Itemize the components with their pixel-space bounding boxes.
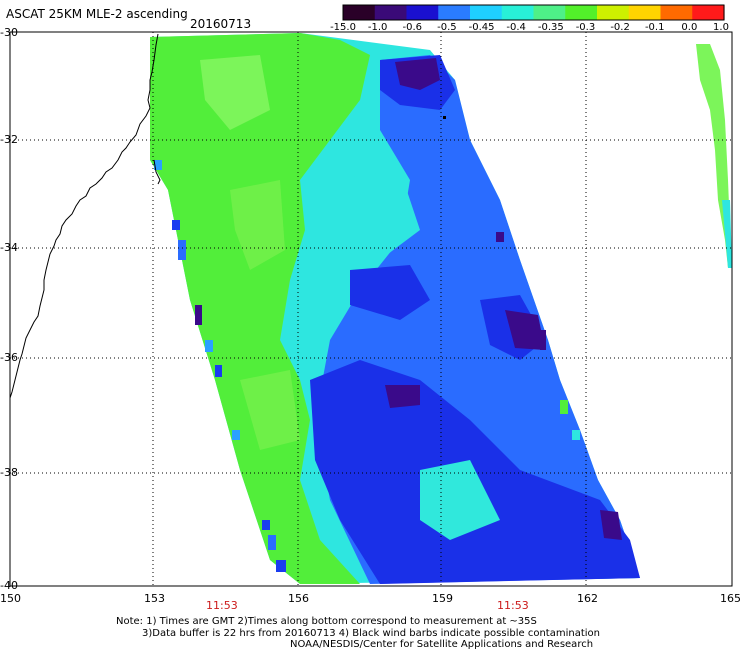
note-line-3: NOAA/NESDIS/Center for Satellite Applica… <box>290 639 594 650</box>
swath-light-green-c <box>240 370 300 450</box>
colorbar-swatch <box>660 5 693 20</box>
swath-east-edge-pixels <box>496 232 630 555</box>
swath-light-green-b <box>230 180 285 270</box>
lon-label-156: 156 <box>288 592 309 605</box>
colorbar-label: -0.6 <box>402 22 423 33</box>
swath-purple-north <box>395 58 440 90</box>
colorbar-label: -0.5 <box>437 22 457 33</box>
lat-label-36: -36 <box>0 351 18 364</box>
colorbar-swatch <box>406 5 439 20</box>
colorbar-label: -0.4 <box>506 22 526 33</box>
lat-label-32: -32 <box>0 133 18 146</box>
lat-label-30: -30 <box>0 26 18 39</box>
lon-label-162: 162 <box>577 592 598 605</box>
colorbar-swatch <box>438 5 471 20</box>
note-line-2: 3)Data buffer is 22 hrs from 20160713 4)… <box>142 628 600 639</box>
lon-label-150: 150 <box>0 592 21 605</box>
lat-label-40: -40 <box>0 579 18 592</box>
contamination-marker <box>443 116 446 119</box>
lon-grid-lines <box>152 32 587 586</box>
swath-time-east: 11:53 <box>497 599 529 612</box>
lon-label-165: 165 <box>720 592 740 605</box>
swath-purple-east <box>505 310 545 350</box>
product-title: ASCAT 25KM MLE-2 ascending <box>6 7 188 21</box>
colorbar-swatch <box>501 5 535 20</box>
swath-green-region <box>150 33 370 584</box>
colorbar-swatch <box>565 5 598 20</box>
colorbar-swatch <box>343 5 376 20</box>
plot-frame <box>9 31 733 587</box>
colorbar-label: -0.45 <box>468 22 495 33</box>
swath-cyan-patch-a <box>330 170 420 260</box>
swath-light-green-a <box>200 55 270 130</box>
colorbar-label: 0.0 <box>681 22 698 33</box>
swath-time-west: 11:53 <box>206 599 238 612</box>
coastline <box>10 33 159 399</box>
colorbar-swatch <box>692 5 725 20</box>
lon-label-159: 159 <box>432 592 453 605</box>
lon-label-153: 153 <box>144 592 165 605</box>
colorbar-label: 1.0 <box>713 22 729 33</box>
colorbar <box>342 4 725 21</box>
swath-deep-blue-mid <box>350 265 430 320</box>
coast-inlet <box>153 159 161 185</box>
colorbar-label: -0.2 <box>610 22 630 33</box>
swath-west-edge-pixels <box>154 160 286 572</box>
colorbar-swatch <box>597 5 630 20</box>
note-line-1: Note: 1) Times are GMT 2)Times along bot… <box>116 616 537 627</box>
swath-cyan-patch-b <box>420 460 500 540</box>
colorbar-swatch <box>470 5 503 20</box>
colorbar-swatch <box>374 5 408 20</box>
swath-far-east <box>696 44 732 268</box>
lat-label-34: -34 <box>0 241 18 254</box>
lat-grid-lines <box>10 139 732 474</box>
product-date: 20160713 <box>190 17 252 31</box>
swath-far-east-cyan <box>722 200 732 268</box>
colorbar-label: -15.0 <box>330 22 356 33</box>
colorbar-swatch <box>628 5 662 20</box>
lat-label-38: -38 <box>0 466 18 479</box>
colorbar-label: -0.1 <box>644 22 665 33</box>
colorbar-label: -0.3 <box>575 22 596 33</box>
colorbar-frame <box>342 4 725 21</box>
colorbar-swatch <box>533 5 566 20</box>
colorbar-label: -1.0 <box>367 22 388 33</box>
colorbar-label: -0.35 <box>537 22 564 33</box>
swath-purple-center <box>385 385 420 408</box>
